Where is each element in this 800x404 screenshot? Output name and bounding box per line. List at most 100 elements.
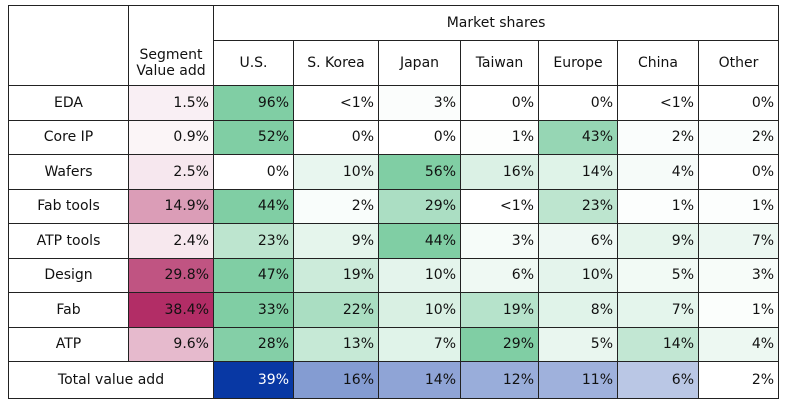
data-row: Fab 38.4% 33% 22% 10% 19% 8% 7% 1% [8, 292, 780, 328]
cell: 0% [378, 119, 461, 155]
cell: 14% [538, 154, 618, 190]
column-header: Europe [538, 40, 618, 86]
cell: 16% [460, 154, 539, 190]
total-row: Total value add 39% 16% 14% 12% 11% 6% 2% [8, 361, 780, 399]
cell: 2.5% [128, 154, 214, 190]
data-row: Wafers 2.5% 0% 10% 56% 16% 14% 4% 0% [8, 154, 780, 190]
cell: 3% [460, 223, 539, 259]
cell: 7% [697, 223, 780, 259]
row-label: ATP [8, 326, 129, 362]
column-header: Taiwan [460, 40, 539, 86]
cell: 13% [293, 326, 379, 362]
row-label: Fab tools [8, 188, 129, 224]
cell: 9% [617, 223, 699, 259]
data-row: EDA 1.5% 96% <1% 3% 0% 0% <1% 0% [8, 85, 780, 121]
cell: 4% [617, 154, 699, 190]
cell: 0.9% [128, 119, 214, 155]
cell: 47% [213, 257, 294, 293]
cell: 22% [293, 292, 379, 328]
cell: 1% [460, 119, 539, 155]
column-header: China [617, 40, 699, 86]
cell: 44% [213, 188, 294, 224]
total-cell: 11% [538, 361, 618, 399]
cell: 6% [538, 223, 618, 259]
group-header: Market shares [212, 5, 780, 41]
cell: 1.5% [128, 85, 214, 121]
cell: 56% [378, 154, 461, 190]
data-row: Core IP 0.9% 52% 0% 0% 1% 43% 2% 2% [8, 119, 780, 155]
row-label: Wafers [8, 154, 129, 190]
cell: 1% [617, 188, 699, 224]
row-label: Fab [8, 292, 129, 328]
cell: 0% [697, 154, 780, 190]
cell: 3% [697, 257, 780, 293]
total-cell: 16% [293, 361, 379, 399]
column-header: Other [697, 40, 780, 86]
cell: 23% [213, 223, 294, 259]
cell: 5% [538, 326, 618, 362]
cell: 0% [697, 85, 780, 121]
column-header: Segment Value add [128, 5, 214, 86]
cell: 44% [378, 223, 461, 259]
cell: 2% [293, 188, 379, 224]
table-body: EDA 1.5% 96% <1% 3% 0% 0% <1% 0% Core IP 0.9% 52% 0%… [8, 85, 780, 399]
data-row: ATP tools 2.4% 23% 9% 44% 3% 6% 9% 7% [8, 223, 780, 259]
cell: 1% [697, 188, 780, 224]
row-label: ATP tools [8, 223, 129, 259]
total-cell: 6% [617, 361, 699, 399]
cell: 9.6% [128, 326, 214, 362]
data-row: Design 29.8% 47% 19% 10% 6% 10% 5% 3% [8, 257, 780, 293]
cell: 0% [293, 119, 379, 155]
cell: 29% [460, 326, 539, 362]
cell: 4% [697, 326, 780, 362]
total-cell: 2% [697, 361, 780, 399]
header-row: U.S. S. Korea Japan Taiwan Europe China Other [9, 40, 780, 86]
cell: <1% [460, 188, 539, 224]
data-row: Fab tools 14.9% 44% 2% 29% <1% 23% 1% 1% [8, 188, 780, 224]
cell: 14% [617, 326, 699, 362]
cell: 5% [617, 257, 699, 293]
cell: 0% [213, 154, 294, 190]
data-row: ATP 9.6% 28% 13% 7% 29% 5% 14% 4% [8, 326, 780, 362]
total-cell: 39% [213, 361, 294, 399]
cell: 3% [378, 85, 461, 121]
cell: 19% [293, 257, 379, 293]
cell: 10% [378, 257, 461, 293]
cell: 7% [378, 326, 461, 362]
cell: 2% [617, 119, 699, 155]
cell: 2.4% [128, 223, 214, 259]
cell: 7% [617, 292, 699, 328]
row-label: EDA [8, 85, 129, 121]
cell: 8% [538, 292, 618, 328]
cell: 9% [293, 223, 379, 259]
cell: 10% [378, 292, 461, 328]
cell: 43% [538, 119, 618, 155]
cell: 29% [378, 188, 461, 224]
row-label: Total value add [8, 361, 214, 399]
column-header: Japan [378, 40, 461, 86]
cell: 29.8% [128, 257, 214, 293]
column-header: U.S. [213, 40, 294, 86]
cell: <1% [293, 85, 379, 121]
cell: 6% [460, 257, 539, 293]
cell: 2% [697, 119, 780, 155]
cell: 23% [538, 188, 618, 224]
total-cell: 12% [460, 361, 539, 399]
column-header: S. Korea [293, 40, 379, 86]
cell: 0% [538, 85, 618, 121]
cell: 1% [697, 292, 780, 328]
cell: 28% [213, 326, 294, 362]
cell: 38.4% [128, 292, 214, 328]
header-row: Segment Value add Market shares [8, 5, 780, 86]
total-cell: 14% [378, 361, 461, 399]
cell: 10% [538, 257, 618, 293]
cell: 96% [213, 85, 294, 121]
cell: 52% [213, 119, 294, 155]
corner-cell [8, 5, 129, 86]
cell: 19% [460, 292, 539, 328]
cell: 14.9% [128, 188, 214, 224]
cell: 33% [213, 292, 294, 328]
row-label: Core IP [8, 119, 129, 155]
cell: 10% [293, 154, 379, 190]
